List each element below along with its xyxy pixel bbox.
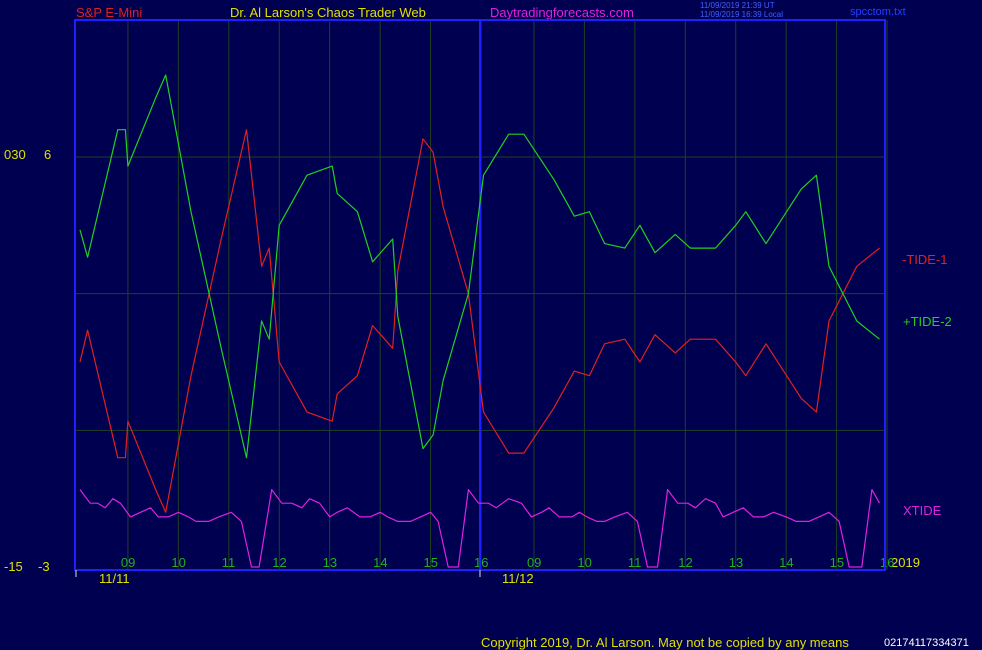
chart-title: Dr. Al Larson's Chaos Trader Web (230, 5, 426, 20)
chart-grid (75, 20, 888, 570)
year-label: 2019 (891, 555, 920, 570)
symbol-title: S&P E-Mini (76, 5, 143, 20)
copyright-notice: Copyright 2019, Dr. Al Larson. May not b… (481, 635, 849, 650)
left-axis-bottom-inner: -3 (38, 559, 50, 574)
left-axis-top-outer: 030 (4, 147, 26, 162)
date-label-1: 11/11 (99, 571, 130, 586)
date-label-2: 11/12 (502, 571, 534, 586)
timestamp-local: 11/09/2019 16:39 Local (700, 10, 784, 19)
footer-code: 02174117334371 (884, 636, 969, 650)
series-line-tide-1 (79, 129, 880, 513)
series-line-tide-2 (79, 74, 880, 459)
legend-tide2: +TIDE-2 (903, 314, 952, 329)
site-link[interactable]: Daytradingforecasts.com (490, 5, 634, 20)
left-axis-bottom-outer: -15 (4, 559, 23, 574)
series-layer (79, 74, 881, 568)
file-name: spcctom.txt (850, 6, 906, 18)
legend-xtide: XTIDE (903, 503, 942, 518)
series-line-xtide (79, 489, 881, 568)
left-axis-top-inner: 6 (44, 147, 52, 162)
timestamp-ut: 11/09/2019 21:39 UT (700, 1, 775, 10)
legend-tide1: -TIDE-1 (902, 252, 948, 267)
